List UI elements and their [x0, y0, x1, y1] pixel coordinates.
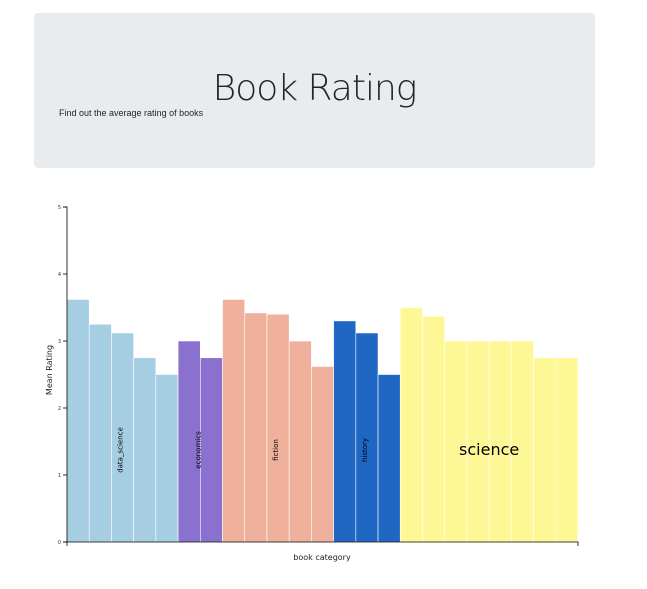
- bar-data_science-4: [155, 374, 179, 543]
- category-label: data_science: [117, 427, 125, 473]
- y-tick-label: 1: [58, 473, 61, 479]
- bar-history-0: [333, 320, 357, 543]
- y-tick-label: 5: [58, 205, 61, 211]
- bar-science-7: [555, 357, 579, 543]
- category-label: fiction: [272, 439, 280, 461]
- y-tick-label: 0: [58, 540, 61, 546]
- y-tick-label: 2: [58, 406, 61, 412]
- x-axis-label: book category: [293, 553, 351, 562]
- bar-fiction-0: [222, 299, 246, 543]
- y-tick-label: 3: [58, 339, 61, 345]
- bar-data_science-1: [88, 323, 112, 543]
- category-label: economics: [194, 431, 202, 469]
- bar-fiction-1: [244, 312, 268, 543]
- bar-data_science-0: [66, 299, 90, 543]
- bar-fiction-3: [288, 340, 312, 543]
- bar-history-1: [355, 332, 379, 543]
- bars-group: [66, 299, 579, 543]
- bar-history-2: [377, 374, 401, 543]
- page-subtitle: Find out the average rating of books: [59, 108, 204, 118]
- category-labels: data_science economics fiction history scien…: [117, 427, 520, 473]
- bar-science-1: [422, 315, 446, 543]
- x-axis: [66, 541, 579, 546]
- bar-science-0: [399, 307, 423, 543]
- page-title: Book Rating: [212, 68, 418, 109]
- category-label: history: [361, 438, 369, 462]
- category-label: science: [459, 440, 519, 459]
- x-axis-line: [66, 541, 579, 546]
- y-tick-label: 4: [58, 272, 61, 278]
- bar-fiction-2: [266, 313, 290, 543]
- bar-fiction-4: [311, 366, 334, 543]
- bar-economics-1: [200, 357, 223, 543]
- y-axis-label: Mean Rating: [45, 345, 54, 395]
- bar-data_science-3: [133, 357, 157, 543]
- bar-science-6: [533, 357, 557, 543]
- y-axis: 0 1 2 3 4 5: [58, 205, 68, 546]
- header-banner: Book Rating Find out the average rating …: [34, 13, 595, 168]
- y-axis-line: [63, 206, 68, 543]
